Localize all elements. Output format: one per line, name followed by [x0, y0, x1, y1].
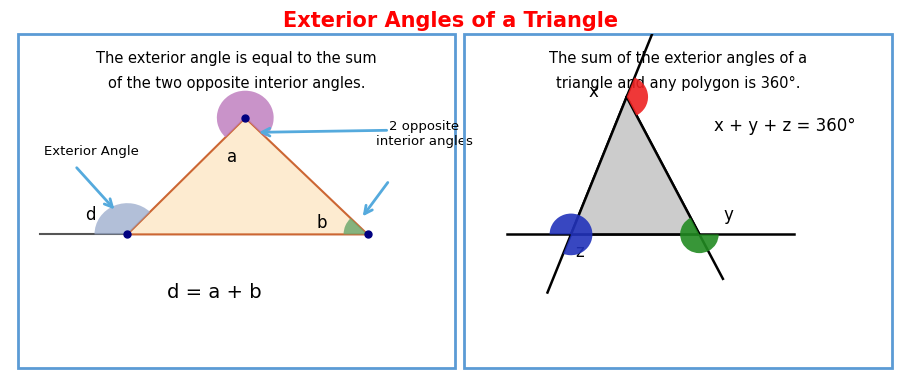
Wedge shape	[95, 203, 150, 234]
Text: triangle and any polygon is 360°.: triangle and any polygon is 360°.	[556, 76, 800, 91]
Text: Exterior Angles of a Triangle: Exterior Angles of a Triangle	[283, 11, 618, 31]
Polygon shape	[571, 97, 699, 234]
Wedge shape	[627, 78, 648, 115]
Wedge shape	[680, 218, 719, 253]
Text: Exterior Angle: Exterior Angle	[44, 145, 139, 157]
Polygon shape	[127, 118, 368, 234]
Text: of the two opposite interior angles.: of the two opposite interior angles.	[108, 76, 365, 91]
Text: The exterior angle is equal to the sum: The exterior angle is equal to the sum	[96, 51, 377, 66]
Text: The sum of the exterior angles of a: The sum of the exterior angles of a	[549, 51, 807, 66]
Text: d = a + b: d = a + b	[168, 283, 262, 302]
Wedge shape	[343, 218, 368, 234]
Text: z: z	[575, 243, 584, 261]
Text: b: b	[316, 214, 327, 232]
Wedge shape	[550, 214, 592, 255]
Text: 2 opposite
interior angles: 2 opposite interior angles	[376, 120, 473, 149]
Text: a: a	[227, 147, 237, 165]
Text: d: d	[85, 206, 96, 224]
Wedge shape	[217, 91, 274, 137]
Text: y: y	[723, 206, 733, 224]
Text: x + y + z = 360°: x + y + z = 360°	[714, 117, 856, 135]
Text: x: x	[589, 83, 599, 101]
